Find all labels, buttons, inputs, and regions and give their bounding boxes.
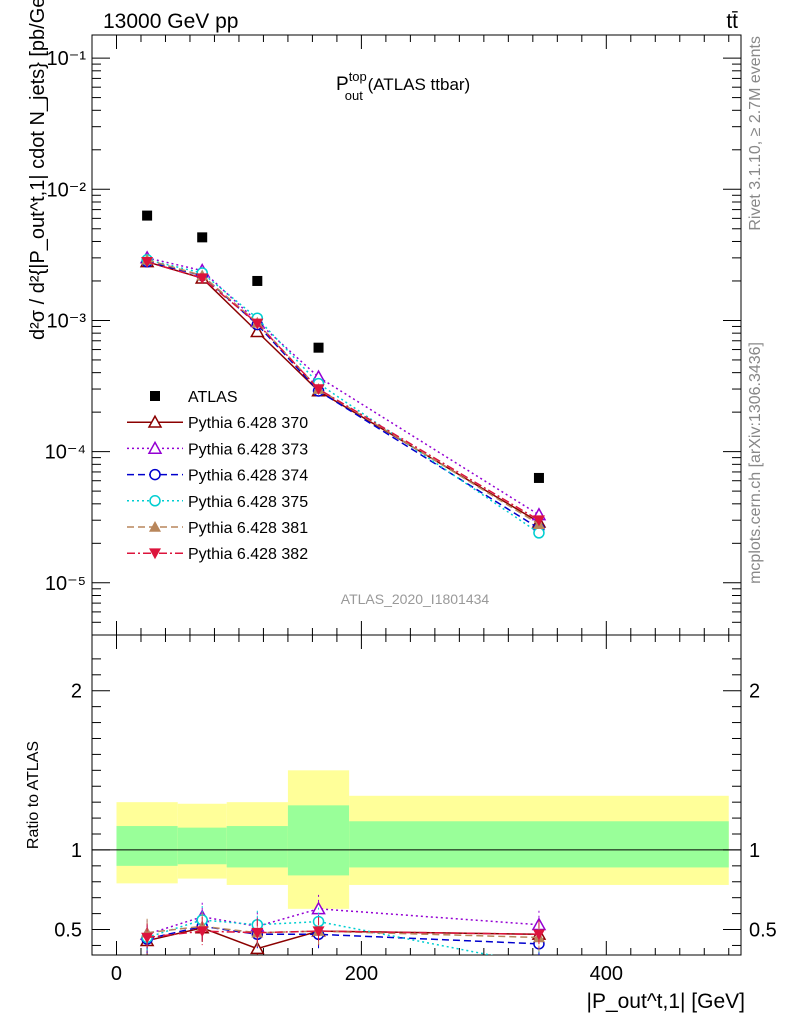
x-tick-label: 0: [111, 963, 122, 985]
band-inner: [177, 827, 227, 865]
ratio-y-tick-label-right: 2: [749, 681, 760, 703]
ratio-line-p382: [147, 930, 539, 939]
data-point-atlas: [142, 210, 153, 221]
ratio-point-p382: [312, 926, 325, 938]
energy-label: 13000 GeV pp: [103, 10, 238, 33]
data-point-p382: [312, 384, 325, 396]
plot-title-rest: (ATLAS ttbar): [363, 75, 470, 94]
ratio-point-p382: [141, 932, 154, 944]
data-point-atlas: [197, 232, 208, 243]
legend-label-p375: Pythia 6.428 375: [188, 494, 308, 511]
legend-marker-p373: [147, 440, 163, 454]
legend-marker-p374: [149, 468, 161, 481]
data-point-p382: [196, 273, 209, 285]
x-axis-label: |P_out^t,1| [GeV]: [586, 990, 745, 1013]
main-frame: [91, 34, 742, 636]
ratio-y-tick-label: 0.5: [54, 920, 82, 942]
data-point-p382: [532, 515, 545, 527]
ratio-panel: 0.5 0.5 1 1 2 2 0 200 400: [54, 634, 777, 985]
series-atlas: [142, 210, 544, 483]
legend-marker-p382: [149, 548, 161, 560]
rivet-version-label: Rivet 3.1.10, ≥ 2.7M events: [747, 36, 764, 231]
process-label: tt̄: [726, 10, 738, 33]
main-panel: 10⁻⁵ 10⁻⁴ 10⁻³ 10⁻² 10⁻¹: [45, 34, 742, 636]
data-point-p382: [141, 256, 154, 268]
data-point-p370: [250, 324, 265, 338]
data-point-p382: [251, 318, 264, 330]
ratio-line-p373: [146, 908, 540, 936]
y-tick-label: 10⁻⁴: [45, 442, 86, 464]
legend-marker-p381: [149, 521, 161, 532]
series-p382: [141, 256, 545, 527]
ratio-point-p382: [532, 929, 545, 941]
ratio-point-p375: [534, 960, 544, 970]
legend-marker-p375: [149, 495, 161, 507]
band-inner: [287, 805, 350, 876]
legend-label-p373: Pythia 6.428 373: [188, 441, 308, 458]
legend-label-p382: Pythia 6.428 382: [188, 546, 308, 563]
legend-label-p370: Pythia 6.428 370: [188, 415, 308, 432]
plot-title-sub: out: [345, 88, 363, 103]
mcplots-label: mcplots.cern.ch [arXiv:1306.3436]: [747, 342, 764, 584]
legend-label-p381: Pythia 6.428 381: [188, 520, 308, 537]
plot-title: Ptop out (ATLAS ttbar): [336, 69, 470, 103]
y-axis-label: d²σ / d²{|P_out^t,1| cdot N_jets} [pb/Ge…: [27, 0, 49, 340]
ratio-point-p382: [196, 926, 209, 938]
y-tick-label: 10⁻⁵: [45, 573, 86, 595]
band-inner: [349, 821, 729, 868]
y-axis-label-text: d²σ / d²{|P_out^t,1| cdot N_jets} [pb/Ge…: [27, 0, 49, 340]
legend-marker-p370: [147, 414, 163, 428]
ratio-y-tick-label-right: 1: [749, 840, 760, 862]
plot-title-main: P: [336, 74, 349, 95]
band-inner: [226, 826, 288, 868]
y-tick-label: 10⁻²: [47, 179, 87, 201]
ratio-y-tick-label: 2: [71, 681, 82, 703]
band-inner: [116, 826, 178, 866]
y-tick-label: 10⁻¹: [47, 48, 87, 70]
ratio-y-tick-label-right: 0.5: [749, 920, 777, 942]
legend: ATLAS Pythia 6.428 370 Pythia 6.428 373 Pyt…: [127, 389, 308, 563]
legend-label-p374: Pythia 6.428 374: [188, 468, 308, 485]
ratio-series-p382: [141, 917, 545, 952]
series-line-p381: [146, 259, 540, 525]
legend-label-atlas: ATLAS: [188, 389, 238, 406]
ratio-frame: [91, 634, 742, 956]
plot-title-sup: top: [349, 69, 367, 84]
ratio-axis-label: Ratio to ATLAS: [25, 741, 42, 849]
y-tick-label: 10⁻³: [47, 310, 87, 332]
x-tick-label: 200: [345, 963, 378, 985]
data-point-atlas: [533, 472, 544, 483]
analysis-tag: ATLAS_2020_I1801434: [341, 591, 490, 607]
ratio-series-group: [139, 894, 547, 970]
ratio-point-p382: [251, 927, 264, 939]
x-tick-label: 400: [590, 963, 623, 985]
legend-marker-atlas: [150, 391, 160, 401]
data-point-atlas: [313, 342, 324, 353]
data-point-p375: [533, 527, 545, 539]
ratio-y-tick-label: 1: [71, 840, 82, 862]
data-point-atlas: [252, 275, 263, 286]
